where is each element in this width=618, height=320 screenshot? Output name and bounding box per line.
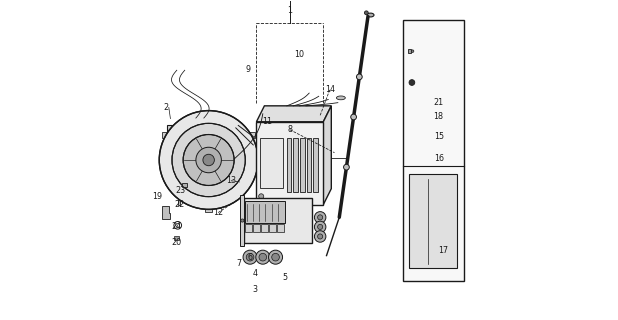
Circle shape: [259, 194, 264, 199]
Circle shape: [159, 111, 258, 209]
Circle shape: [172, 123, 245, 197]
Circle shape: [344, 164, 349, 170]
Circle shape: [243, 250, 257, 264]
Ellipse shape: [336, 96, 345, 100]
Circle shape: [176, 223, 180, 227]
Bar: [162, 132, 170, 138]
Circle shape: [357, 74, 362, 80]
Bar: [260, 138, 283, 188]
Text: 9: 9: [246, 65, 251, 74]
Text: 2: 2: [163, 103, 168, 112]
Bar: [248, 132, 255, 138]
Ellipse shape: [367, 13, 374, 17]
Text: 20: 20: [172, 238, 182, 247]
Polygon shape: [256, 106, 331, 122]
Circle shape: [241, 219, 244, 222]
Circle shape: [203, 154, 214, 166]
Text: 18: 18: [433, 113, 443, 122]
Ellipse shape: [417, 107, 431, 115]
Text: 13: 13: [226, 176, 236, 185]
Circle shape: [318, 234, 323, 239]
Text: 3: 3: [252, 284, 257, 293]
Circle shape: [411, 50, 414, 52]
Bar: [287, 138, 291, 192]
Ellipse shape: [410, 132, 438, 148]
Circle shape: [246, 253, 254, 261]
Bar: [307, 138, 311, 192]
Circle shape: [259, 253, 266, 261]
Bar: [245, 201, 285, 223]
Text: 1: 1: [287, 6, 292, 15]
Polygon shape: [323, 106, 331, 204]
Circle shape: [272, 253, 279, 261]
Circle shape: [315, 221, 326, 233]
Bar: [409, 174, 457, 268]
Circle shape: [365, 11, 368, 15]
Bar: [174, 236, 179, 240]
Text: 21: 21: [433, 98, 443, 107]
Polygon shape: [179, 197, 185, 204]
Circle shape: [256, 250, 270, 264]
Bar: [240, 195, 244, 246]
Polygon shape: [163, 206, 171, 219]
Bar: [182, 183, 187, 187]
Text: 4: 4: [252, 268, 257, 278]
Text: 5: 5: [282, 273, 287, 282]
Circle shape: [318, 224, 323, 229]
Text: 8: 8: [287, 125, 292, 134]
Bar: [243, 198, 312, 243]
Bar: [253, 224, 260, 232]
Bar: [403, 20, 464, 281]
Text: 14: 14: [324, 85, 335, 94]
Circle shape: [183, 134, 234, 186]
Circle shape: [269, 250, 282, 264]
Bar: [256, 122, 323, 204]
Text: 12: 12: [213, 208, 223, 217]
Bar: [408, 49, 411, 53]
Bar: [293, 138, 298, 192]
Circle shape: [315, 212, 326, 223]
Text: 19: 19: [153, 192, 163, 201]
Bar: [245, 224, 252, 232]
Text: 7: 7: [236, 259, 242, 268]
Text: 16: 16: [434, 154, 444, 163]
Text: 15: 15: [434, 132, 445, 140]
Circle shape: [318, 215, 323, 220]
Circle shape: [351, 114, 357, 120]
Bar: [261, 224, 268, 232]
Text: 6: 6: [248, 253, 253, 262]
Bar: [300, 138, 305, 192]
Circle shape: [409, 80, 415, 85]
Ellipse shape: [412, 104, 436, 118]
Bar: [313, 138, 318, 192]
Bar: [269, 224, 276, 232]
Text: 11: 11: [263, 117, 273, 126]
Circle shape: [196, 147, 221, 173]
Text: 10: 10: [294, 50, 305, 59]
Ellipse shape: [226, 157, 234, 161]
Text: 22: 22: [175, 200, 185, 209]
Text: 17: 17: [438, 246, 448, 255]
Polygon shape: [167, 125, 185, 146]
Bar: [205, 206, 213, 212]
Bar: [277, 224, 284, 232]
Circle shape: [315, 231, 326, 242]
Ellipse shape: [415, 136, 433, 144]
Text: 23: 23: [175, 186, 185, 195]
Text: 24: 24: [172, 222, 182, 231]
